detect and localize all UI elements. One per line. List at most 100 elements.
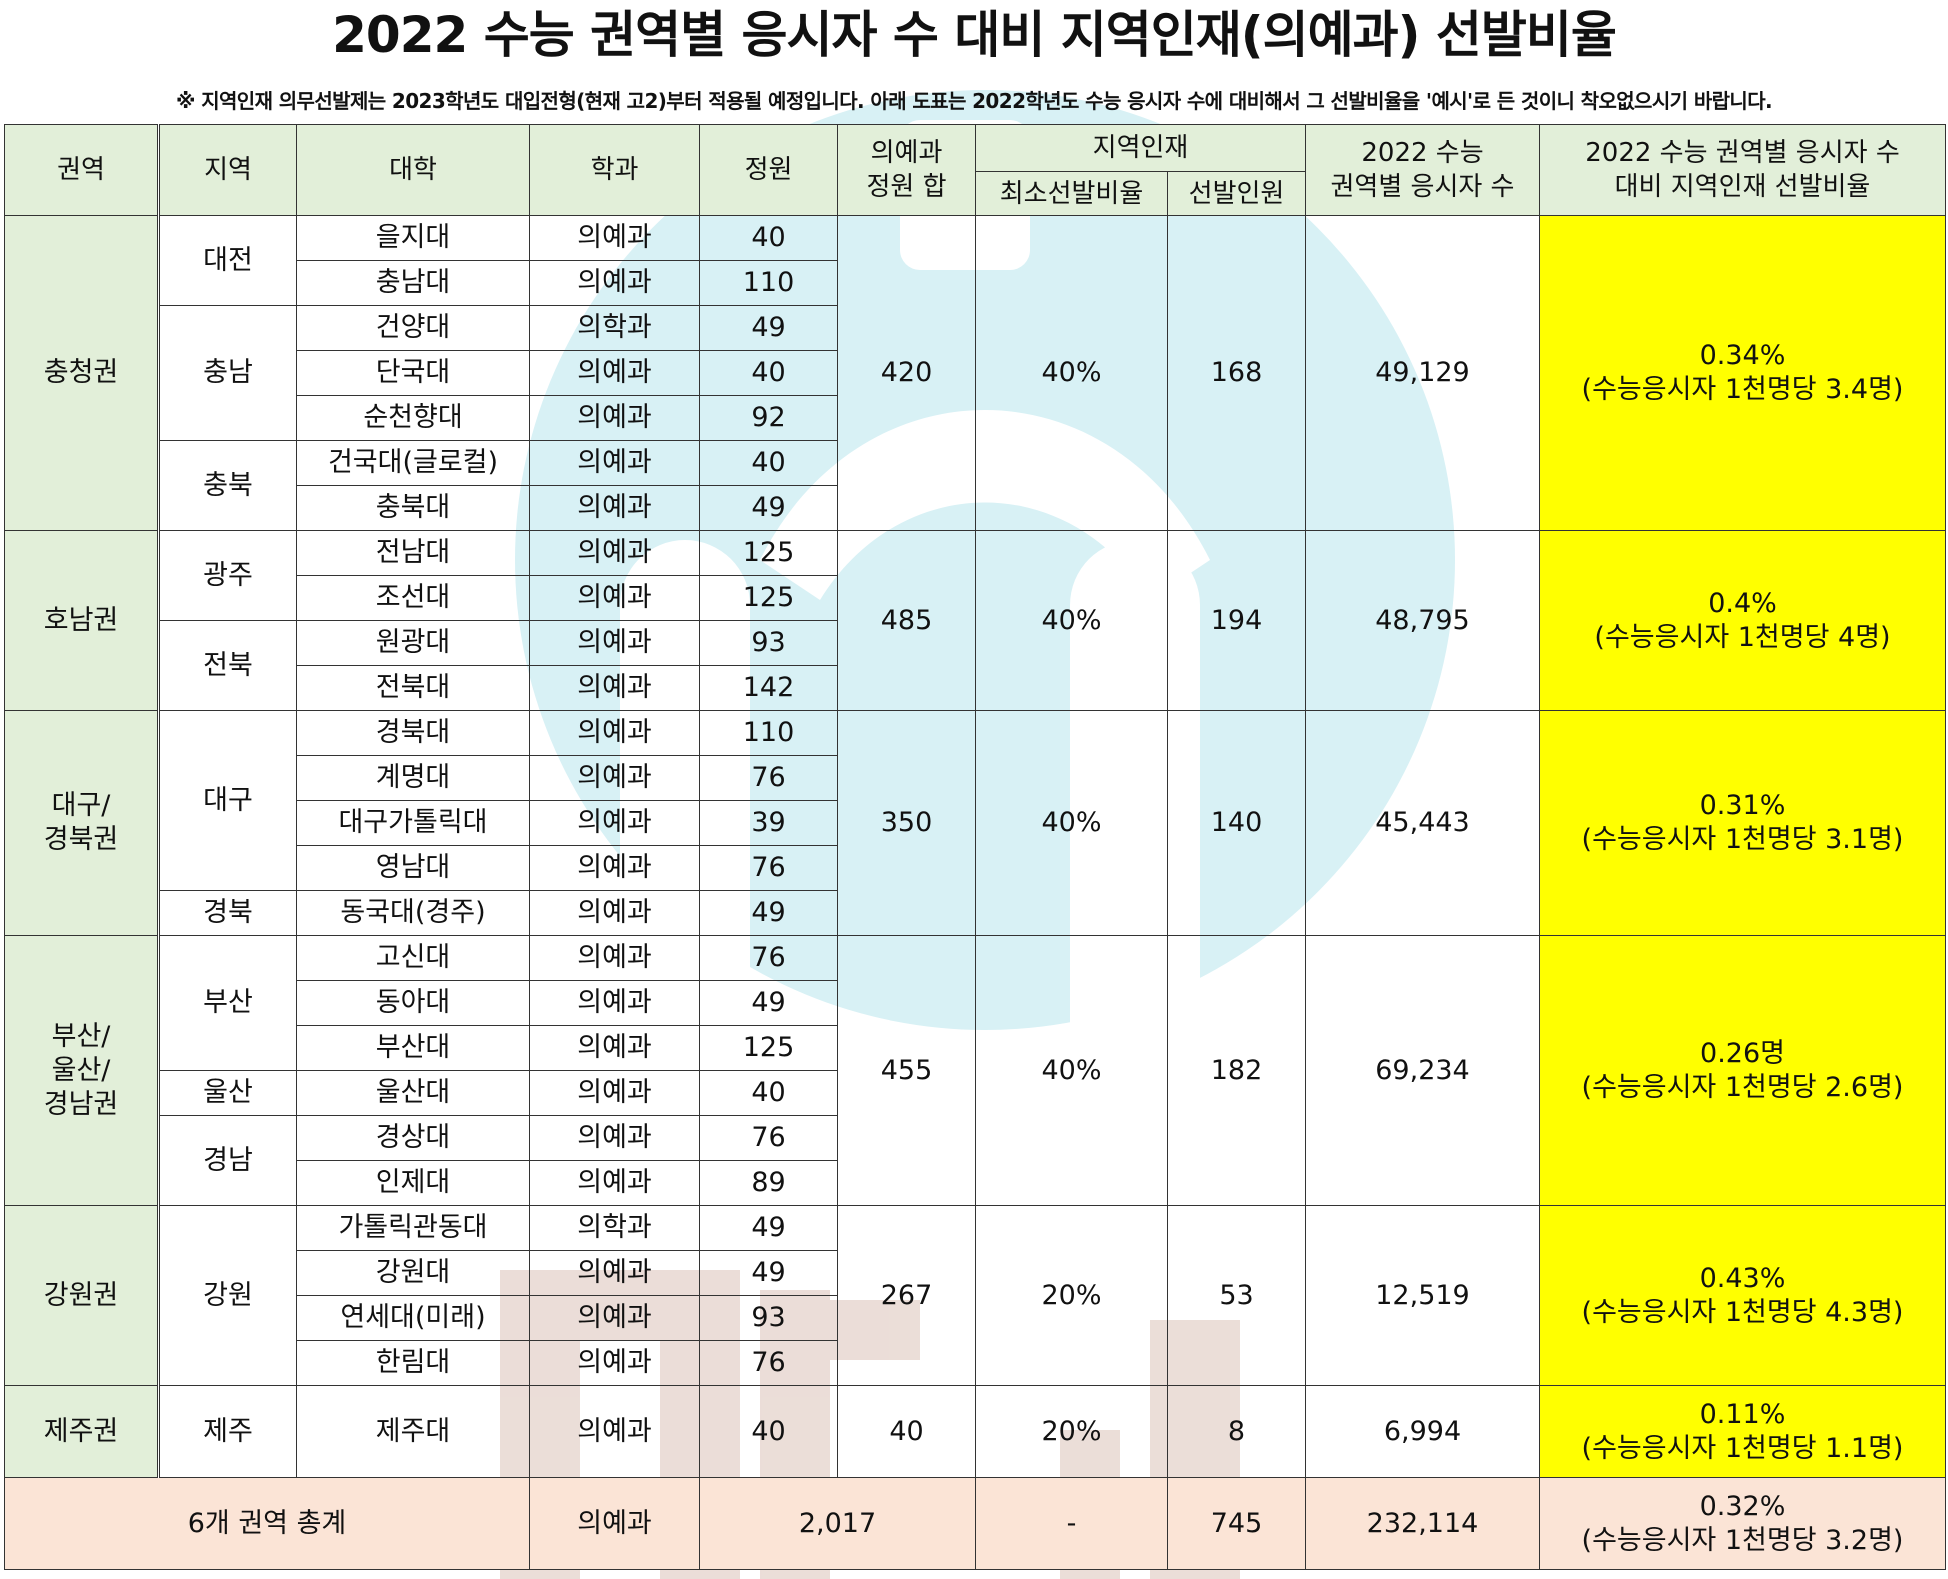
min-ratio-honam: 40% <box>975 530 1168 711</box>
university-cell: 강원대 <box>296 1250 530 1296</box>
quota-cell: 89 <box>699 1160 838 1206</box>
department-cell: 의예과 <box>529 1115 700 1161</box>
university-cell: 제주대 <box>296 1385 530 1478</box>
department-cell: 의예과 <box>529 350 700 396</box>
region-ulsan: 울산 <box>158 1070 297 1116</box>
university-cell: 대구가톨릭대 <box>296 800 530 846</box>
university-cell: 건양대 <box>296 305 530 351</box>
total-selected: 745 <box>1167 1477 1306 1570</box>
notice-text: ※ 지역인재 의무선발제는 2023학년도 대입전형(현재 고2)부터 적용될 … <box>175 89 1773 113</box>
header-min-ratio: 최소선발비율 <box>975 171 1168 216</box>
quota-cell: 40 <box>699 440 838 486</box>
quota-cell: 125 <box>699 1025 838 1071</box>
department-cell: 의예과 <box>529 395 700 441</box>
university-cell: 계명대 <box>296 755 530 801</box>
applicants-honam: 48,795 <box>1305 530 1540 711</box>
group-busan-ulsan-gyeongnam: 부산/ 울산/ 경남권 <box>4 935 160 1206</box>
group-jeju: 제주권 <box>4 1385 160 1478</box>
university-cell: 순천향대 <box>296 395 530 441</box>
university-cell: 동국대(경주) <box>296 890 530 936</box>
department-cell: 의예과 <box>529 845 700 891</box>
department-cell: 의예과 <box>529 1295 700 1341</box>
department-cell: 의예과 <box>529 1070 700 1116</box>
selection-ratio-table: 권역 지역 대학 학과 정원 의예과 정원 합 지역인재 2022 수능 권역별… <box>4 124 1946 1570</box>
university-cell: 원광대 <box>296 620 530 666</box>
header-selection-rate: 2022 수능 권역별 응시자 수 대비 지역인재 선발비율 <box>1539 124 1946 216</box>
university-cell: 울산대 <box>296 1070 530 1116</box>
group-gangwon: 강원권 <box>4 1205 160 1386</box>
header-quota: 정원 <box>699 124 838 216</box>
department-cell: 의예과 <box>529 440 700 486</box>
quota-cell: 76 <box>699 935 838 981</box>
min-ratio-gangwon: 20% <box>975 1205 1168 1386</box>
region-daegu: 대구 <box>158 710 297 891</box>
department-cell: 의예과 <box>529 620 700 666</box>
min-ratio-jeju: 20% <box>975 1385 1168 1478</box>
region-chungnam: 충남 <box>158 305 297 441</box>
applicants-jeju: 6,994 <box>1305 1385 1540 1478</box>
quota-cell: 110 <box>699 260 838 306</box>
applicants-daegu: 45,443 <box>1305 710 1540 936</box>
university-cell: 전남대 <box>296 530 530 576</box>
department-cell: 의학과 <box>529 305 700 351</box>
selected-honam: 194 <box>1167 530 1306 711</box>
min-ratio-daegu: 40% <box>975 710 1168 936</box>
region-gwangju: 광주 <box>158 530 297 621</box>
quota-cell: 110 <box>699 710 838 756</box>
department-cell: 의예과 <box>529 1160 700 1206</box>
university-cell: 조선대 <box>296 575 530 621</box>
quota-cell: 142 <box>699 665 838 711</box>
university-cell: 경북대 <box>296 710 530 756</box>
header-quota-sum: 의예과 정원 합 <box>837 124 976 216</box>
quota-cell: 40 <box>699 1385 838 1478</box>
min-ratio-chungcheong: 40% <box>975 215 1168 531</box>
department-cell: 의예과 <box>529 1340 700 1386</box>
department-cell: 의예과 <box>529 260 700 306</box>
quota-sum-busan: 455 <box>837 935 976 1206</box>
page-title: 2022 수능 권역별 응시자 수 대비 지역인재(의예과) 선발비율 <box>332 6 1617 64</box>
department-cell: 의예과 <box>529 710 700 756</box>
quota-cell: 40 <box>699 1070 838 1116</box>
university-cell: 부산대 <box>296 1025 530 1071</box>
quota-cell: 49 <box>699 305 838 351</box>
quota-cell: 92 <box>699 395 838 441</box>
quota-cell: 93 <box>699 1295 838 1341</box>
department-cell: 의예과 <box>529 530 700 576</box>
group-daegu-gyeongbuk: 대구/ 경북권 <box>4 710 160 936</box>
quota-cell: 93 <box>699 620 838 666</box>
department-cell: 의예과 <box>529 1385 700 1478</box>
university-cell: 연세대(미래) <box>296 1295 530 1341</box>
quota-cell: 125 <box>699 575 838 621</box>
department-cell: 의예과 <box>529 1250 700 1296</box>
university-cell: 경상대 <box>296 1115 530 1161</box>
total-applicants: 232,114 <box>1305 1477 1540 1570</box>
rate-busan: 0.26명 (수능응시자 1천명당 2.6명) <box>1539 935 1946 1206</box>
region-jeonbuk: 전북 <box>158 620 297 711</box>
university-cell: 을지대 <box>296 215 530 261</box>
header-region-group: 권역 <box>4 124 160 216</box>
group-chungcheong: 충청권 <box>4 215 160 531</box>
quota-cell: 49 <box>699 1205 838 1251</box>
university-cell: 가톨릭관동대 <box>296 1205 530 1251</box>
department-cell: 의학과 <box>529 1205 700 1251</box>
department-cell: 의예과 <box>529 755 700 801</box>
selected-jeju: 8 <box>1167 1385 1306 1478</box>
university-cell: 충북대 <box>296 485 530 531</box>
university-cell: 충남대 <box>296 260 530 306</box>
applicants-gangwon: 12,519 <box>1305 1205 1540 1386</box>
department-cell: 의예과 <box>529 935 700 981</box>
department-cell: 의예과 <box>529 665 700 711</box>
total-label: 6개 권역 총계 <box>4 1477 530 1570</box>
quota-cell: 49 <box>699 1250 838 1296</box>
quota-sum-honam: 485 <box>837 530 976 711</box>
quota-cell: 76 <box>699 755 838 801</box>
header-selected-count: 선발인원 <box>1167 171 1306 216</box>
total-quota-sum: 2,017 <box>699 1477 976 1570</box>
department-cell: 의예과 <box>529 575 700 621</box>
selected-gangwon: 53 <box>1167 1205 1306 1386</box>
selected-daegu: 140 <box>1167 710 1306 936</box>
quota-cell: 49 <box>699 485 838 531</box>
selected-busan: 182 <box>1167 935 1306 1206</box>
header-department: 학과 <box>529 124 700 216</box>
applicants-chungcheong: 49,129 <box>1305 215 1540 531</box>
